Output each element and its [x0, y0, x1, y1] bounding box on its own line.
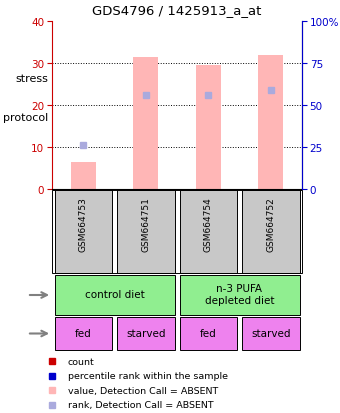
- Bar: [196, 66, 221, 190]
- Bar: [242, 317, 300, 351]
- Bar: [180, 190, 237, 273]
- Bar: [54, 317, 112, 351]
- Bar: [71, 162, 96, 190]
- Text: control diet: control diet: [85, 290, 144, 299]
- Text: starved: starved: [251, 328, 290, 338]
- Bar: [258, 55, 283, 190]
- Text: value, Detection Call = ABSENT: value, Detection Call = ABSENT: [68, 386, 218, 395]
- Bar: [180, 317, 237, 351]
- Bar: [54, 275, 174, 316]
- Bar: [133, 57, 158, 190]
- Text: GDS4796 / 1425913_a_at: GDS4796 / 1425913_a_at: [92, 4, 262, 17]
- Text: fed: fed: [200, 328, 217, 338]
- Text: GSM664754: GSM664754: [204, 196, 213, 251]
- Bar: [242, 190, 300, 273]
- Text: stress: stress: [15, 74, 48, 84]
- Text: count: count: [68, 357, 95, 366]
- Text: GSM664752: GSM664752: [266, 196, 275, 251]
- Bar: [117, 317, 174, 351]
- Text: percentile rank within the sample: percentile rank within the sample: [68, 371, 228, 380]
- Bar: [54, 190, 112, 273]
- Bar: [180, 275, 300, 316]
- Text: GSM664751: GSM664751: [141, 196, 150, 251]
- Text: rank, Detection Call = ABSENT: rank, Detection Call = ABSENT: [68, 400, 214, 409]
- Text: fed: fed: [75, 328, 91, 338]
- Text: protocol: protocol: [3, 113, 48, 123]
- Text: starved: starved: [126, 328, 166, 338]
- Text: GSM664753: GSM664753: [79, 196, 88, 251]
- Bar: [117, 190, 174, 273]
- Text: n-3 PUFA
depleted diet: n-3 PUFA depleted diet: [205, 284, 274, 305]
